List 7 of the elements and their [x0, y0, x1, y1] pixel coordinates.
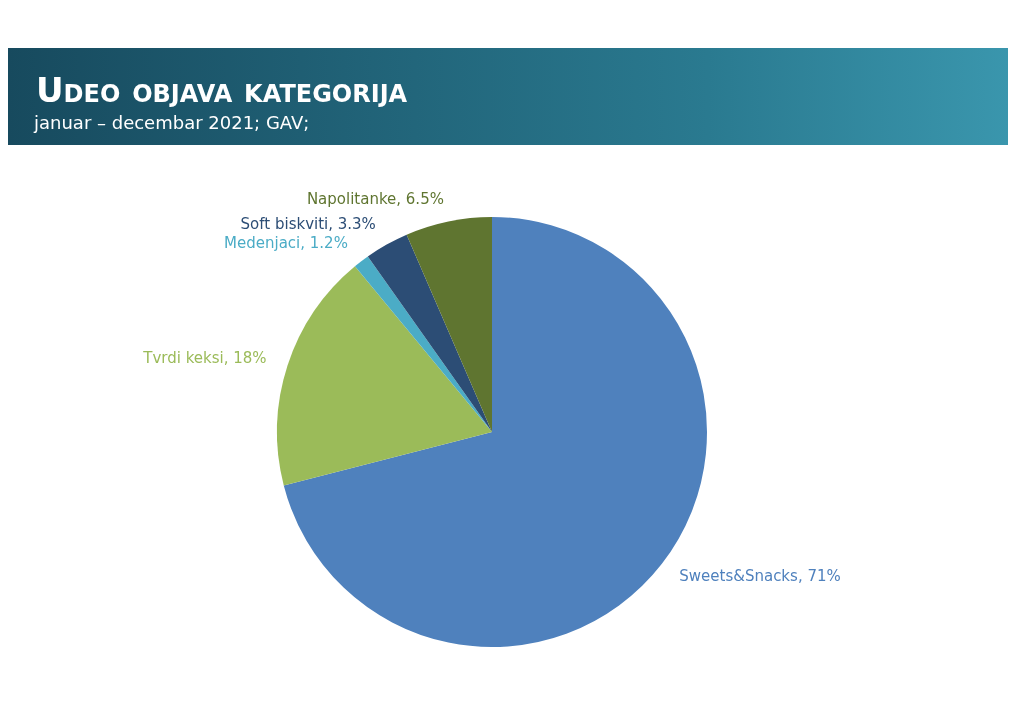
slice-label: Tvrdi keksi, 18%	[142, 348, 267, 367]
chart-title: Udeo objava kategorija	[36, 70, 408, 110]
chart-subtitle: januar – decembar 2021; GAV;	[34, 112, 310, 133]
slice-label: Soft biskviti, 3.3%	[240, 215, 376, 234]
slice-label: Sweets&Snacks, 71%	[679, 567, 841, 586]
slice-label: Napolitanke, 6.5%	[306, 189, 444, 208]
slice-label: Medenjaci, 1.2%	[224, 233, 348, 252]
